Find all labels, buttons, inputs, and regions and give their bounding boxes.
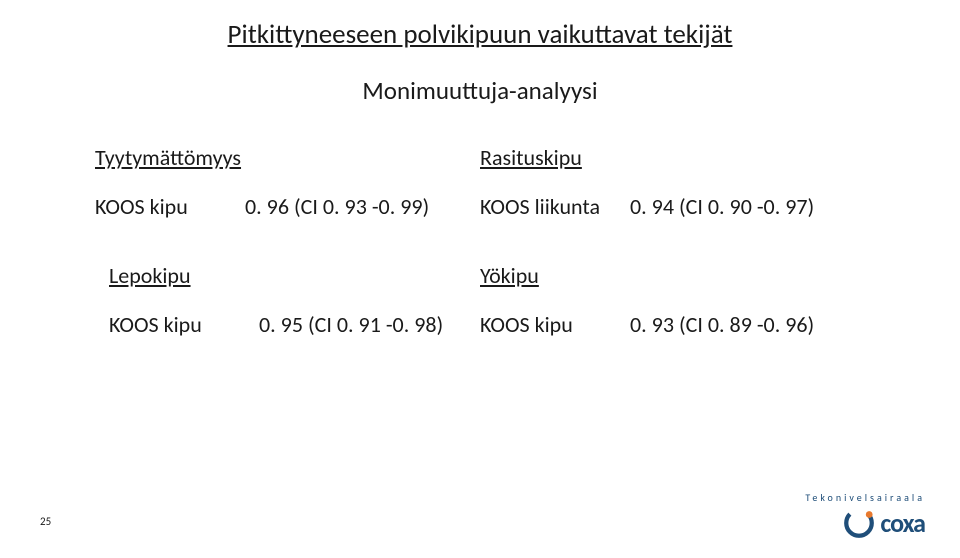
- section-data-row: KOOS kipu 0. 96 (CI 0. 93 -0. 99) KOOS l…: [95, 193, 865, 220]
- data-label-left: KOOS kipu: [95, 193, 245, 220]
- slide-subtitle: Monimuuttuja-analyysi: [0, 75, 960, 106]
- data-label-left: KOOS kipu: [109, 311, 259, 338]
- data-value-right: 0. 94 (CI 0. 90 -0. 97): [630, 193, 814, 220]
- data-label-right: KOOS liikunta: [480, 193, 630, 220]
- section-header-row: Tyytymättömyys Rasituskipu: [95, 144, 865, 171]
- section-heading-left: Tyytymättömyys: [95, 144, 241, 171]
- logo-area: Tekonivelsairaala coxa: [805, 491, 925, 540]
- data-value-right: 0. 93 (CI 0. 89 -0. 96): [630, 311, 814, 338]
- slide-title: Pitkittyneeseen polvikipuun vaikuttavat …: [0, 18, 960, 51]
- logo-text: coxa: [880, 507, 925, 539]
- section-heading-right: Yökipu: [480, 262, 539, 289]
- section-heading-left: Lepokipu: [109, 262, 191, 289]
- section-heading-right: Rasituskipu: [480, 144, 582, 171]
- data-value-left: 0. 96 (CI 0. 93 -0. 99): [245, 193, 429, 220]
- section-data-row: KOOS kipu 0. 95 (CI 0. 91 -0. 98) KOOS k…: [95, 311, 865, 338]
- logo-mark-icon: [842, 506, 876, 540]
- data-label-right: KOOS kipu: [480, 311, 630, 338]
- logo-tagline: Tekonivelsairaala: [805, 491, 925, 504]
- data-value-left: 0. 95 (CI 0. 91 -0. 98): [259, 311, 443, 338]
- section-header-row: Lepokipu Yökipu: [95, 262, 865, 289]
- logo: coxa: [842, 506, 925, 540]
- content-area: Tyytymättömyys Rasituskipu KOOS kipu 0. …: [0, 144, 960, 338]
- page-number: 25: [40, 515, 51, 528]
